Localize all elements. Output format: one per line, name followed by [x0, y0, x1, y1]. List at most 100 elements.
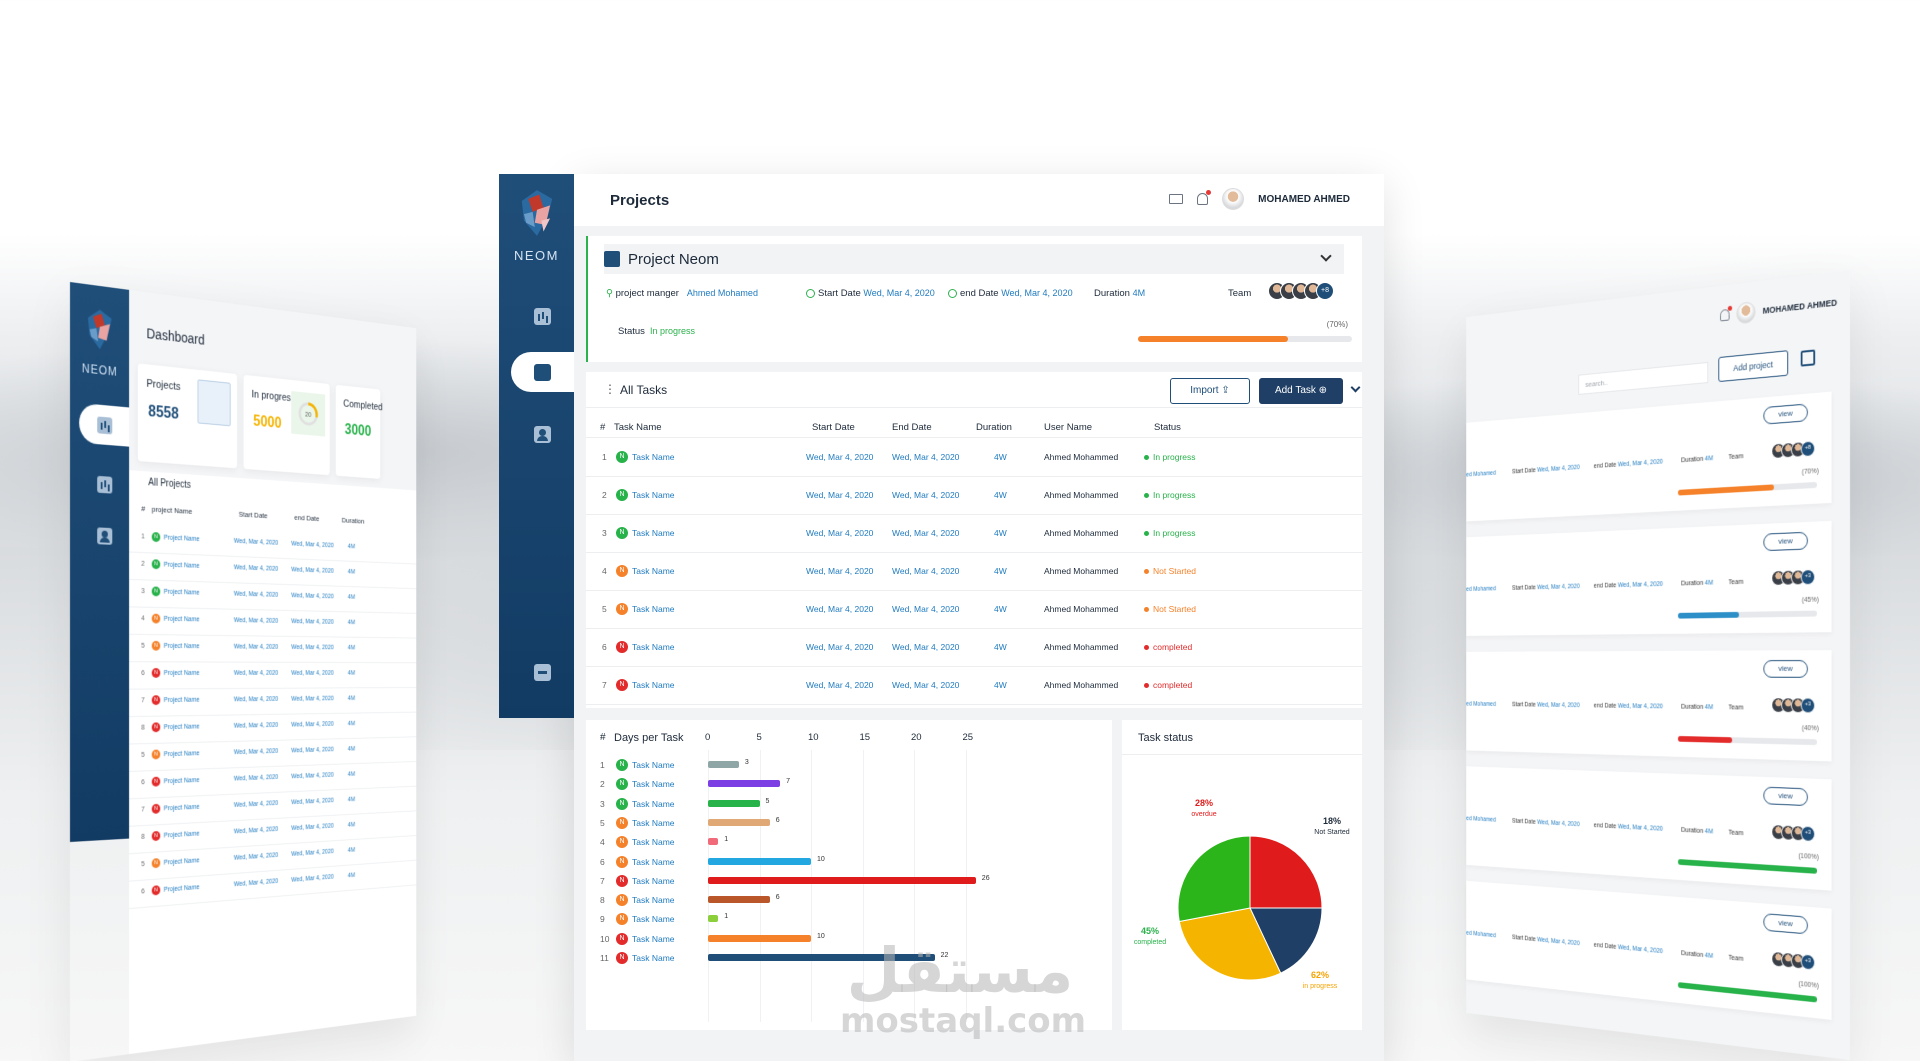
status-dot: N	[616, 836, 628, 848]
import-button[interactable]: Import ⇪	[1170, 378, 1250, 404]
table-row[interactable]: 6 N Project Name Wed, Mar 4, 2020 Wed, Mar 4…	[129, 660, 416, 689]
team-avatars[interactable]: +3	[1771, 569, 1815, 586]
team-avatars[interactable]: +3	[1771, 697, 1815, 713]
calendar-icon[interactable]	[1801, 349, 1815, 366]
table-row[interactable]: 7 N Task Name Wed, Mar 4, 2020 Wed, Mar 4, 2…	[586, 667, 1362, 705]
column-header: End Date	[892, 422, 932, 433]
project-name[interactable]: Project Name	[164, 589, 200, 597]
task-name[interactable]: Task Name	[632, 953, 675, 963]
table-row[interactable]: 4 N Task Name Wed, Mar 4, 2020 Wed, Mar 4, 2…	[586, 553, 1362, 591]
start-label: Start Date	[1512, 702, 1536, 709]
search-input[interactable]: search..	[1578, 362, 1708, 395]
nav-users[interactable]	[79, 514, 129, 556]
task-name[interactable]: Task Name	[632, 604, 675, 614]
project-name[interactable]: Project Name	[164, 697, 200, 704]
task-name[interactable]: Task Name	[632, 895, 675, 905]
task-name[interactable]: Task Name	[632, 934, 675, 944]
project-name[interactable]: Project Name	[164, 616, 200, 623]
task-name[interactable]: Task Name	[632, 452, 675, 462]
logout-icon	[534, 664, 551, 681]
project-name[interactable]: Project Name	[164, 643, 200, 650]
task-name[interactable]: Task Name	[632, 642, 675, 652]
user-name[interactable]: MOHAMED AHMED	[1258, 194, 1350, 205]
task-name[interactable]: Task Name	[632, 779, 675, 789]
bell-icon[interactable]	[1720, 309, 1729, 322]
project-name[interactable]: Project Name	[164, 724, 200, 731]
pie-slice[interactable]	[1178, 836, 1250, 921]
table-row[interactable]: 1 N Task Name Wed, Mar 4, 2020 Wed, Mar 4, 2…	[586, 439, 1362, 477]
view-button[interactable]: view	[1763, 403, 1808, 424]
view-button[interactable]: view	[1763, 660, 1808, 678]
team-more-badge[interactable]: +3	[1801, 954, 1815, 971]
project-name[interactable]: Project Name	[164, 535, 200, 543]
task-name[interactable]: Task Name	[632, 680, 675, 690]
task-name[interactable]: Task Name	[632, 876, 675, 886]
table-row[interactable]: 5 N Task Name Wed, Mar 4, 2020 Wed, Mar 4, 2…	[586, 591, 1362, 629]
bar-value-label: 1	[724, 836, 728, 843]
bell-icon[interactable]	[1197, 193, 1208, 205]
task-name[interactable]: Task Name	[632, 566, 675, 576]
status-dot: N	[152, 695, 161, 705]
table-row[interactable]: 6 N Task Name Wed, Mar 4, 2020 Wed, Mar 4, 2…	[586, 629, 1362, 667]
neom-logo-icon	[83, 306, 117, 354]
avatar[interactable]	[1222, 188, 1244, 210]
team-avatars[interactable]: +3	[1771, 824, 1815, 842]
project-name[interactable]: Project Name	[164, 670, 200, 677]
project-manager: ⚲ project manger Ahmed Mohamed	[606, 288, 758, 299]
kebab-menu-icon[interactable]: ⋮	[604, 382, 616, 396]
nav-users[interactable]	[511, 414, 574, 454]
project-summary-card: Project Neom ⚲ project manger Ahmed Moha…	[586, 236, 1362, 362]
table-row[interactable]: 2 N Task Name Wed, Mar 4, 2020 Wed, Mar 4, 2…	[586, 477, 1362, 515]
task-name[interactable]: Task Name	[632, 760, 675, 770]
project-name[interactable]: Project Name	[164, 804, 200, 812]
task-name[interactable]: Task Name	[632, 490, 675, 500]
bar	[708, 858, 811, 865]
project-name[interactable]: Project Name	[164, 884, 200, 893]
add-project-button[interactable]: Add project	[1718, 350, 1788, 382]
project-name[interactable]: Project Name	[164, 857, 200, 866]
view-button[interactable]: view	[1763, 532, 1808, 551]
nav-logout[interactable]	[511, 652, 574, 692]
task-name[interactable]: Task Name	[632, 799, 675, 809]
status-dot: N	[152, 532, 161, 542]
team-more-badge[interactable]: +3	[1801, 569, 1815, 585]
view-button[interactable]: view	[1763, 787, 1808, 806]
bar-row: 2 N Task Name 7	[586, 774, 1112, 794]
bar-row: 7 N Task Name 26	[586, 871, 1112, 891]
view-button[interactable]: view	[1763, 913, 1808, 934]
team-avatars[interactable]: +8	[1771, 440, 1815, 459]
user-menu[interactable]: MOHAMED AHMED	[1720, 292, 1837, 327]
chevron-down-icon[interactable]	[1351, 383, 1361, 393]
project-info: ed Mohamed Start Date Wed, Mar 4, 2020 en…	[1466, 930, 1743, 963]
mail-icon[interactable]	[1169, 194, 1183, 204]
project-name[interactable]: Project Name	[164, 750, 200, 758]
stat-card-completed: Completed 3000	[336, 385, 381, 479]
team-avatars[interactable]: +8	[1268, 282, 1334, 300]
pie-slice[interactable]	[1250, 836, 1322, 908]
team-avatars[interactable]: +3	[1771, 951, 1815, 971]
project-selector[interactable]: Project Neom	[604, 244, 1344, 274]
header-actions: MOHAMED AHMED	[1169, 188, 1350, 210]
task-name[interactable]: Task Name	[632, 837, 675, 847]
watermark-arabic: مستقل	[840, 938, 1080, 1004]
task-name[interactable]: Task Name	[632, 914, 675, 924]
table-row[interactable]: 3 N Task Name Wed, Mar 4, 2020 Wed, Mar 4, 2…	[586, 515, 1362, 553]
team-more-badge[interactable]: +8	[1316, 282, 1334, 300]
nav-projects[interactable]	[79, 463, 129, 506]
chevron-down-icon[interactable]	[1320, 250, 1331, 261]
project-name[interactable]: Project Name	[164, 562, 200, 570]
task-name[interactable]: Task Name	[632, 818, 675, 828]
nav-dashboard[interactable]	[511, 296, 574, 336]
task-name[interactable]: Task Name	[632, 857, 675, 867]
project-name[interactable]: Project Name	[164, 831, 200, 840]
table-row[interactable]: 5 N Project Name Wed, Mar 4, 2020 Wed, Mar 4…	[129, 633, 416, 663]
duration-value: 4M	[1705, 952, 1713, 959]
project-name[interactable]: Project Name	[164, 777, 200, 785]
task-name[interactable]: Task Name	[632, 528, 675, 538]
team-more-badge[interactable]: +3	[1801, 826, 1815, 843]
team-more-badge[interactable]: +8	[1801, 440, 1815, 457]
nav-projects[interactable]	[511, 352, 574, 392]
add-task-button[interactable]: Add Task ⊕	[1259, 378, 1343, 404]
team-more-badge[interactable]: +3	[1801, 697, 1815, 713]
nav-dashboard[interactable]	[79, 403, 129, 447]
